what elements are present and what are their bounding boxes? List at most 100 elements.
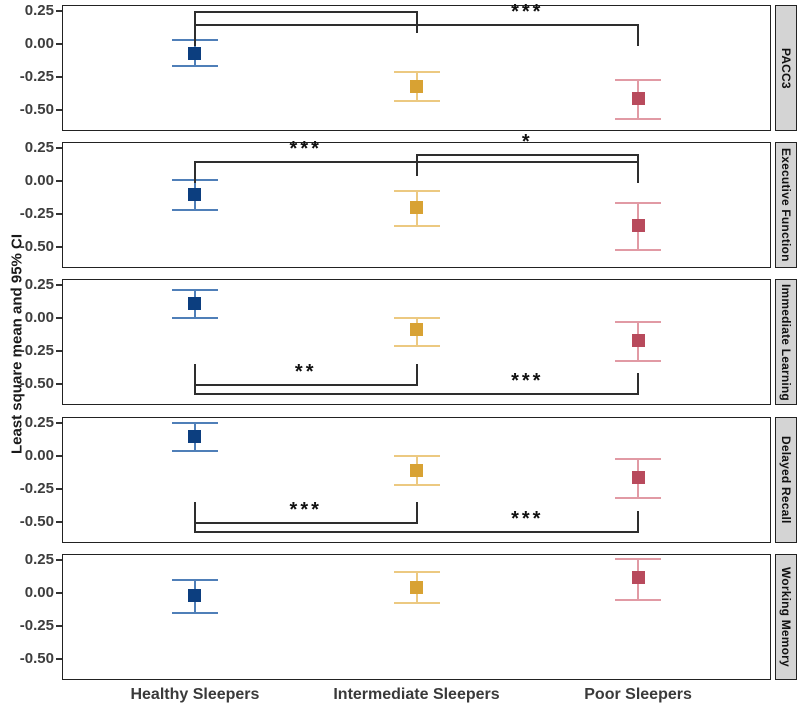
- y-tick-label: -0.25: [19, 67, 54, 85]
- sig-bracket-tick: [637, 24, 640, 47]
- y-tick-mark: [56, 624, 62, 627]
- y-tick-mark: [56, 657, 62, 660]
- y-tick-mark: [56, 454, 62, 457]
- y-tick-mark: [56, 146, 62, 149]
- y-tick-label: -0.50: [19, 512, 54, 530]
- sig-label: *: [521, 130, 533, 153]
- y-tick-label: -0.50: [19, 649, 54, 667]
- error-bar-cap-bottom: [393, 602, 440, 605]
- y-tick-mark: [56, 520, 62, 523]
- facet-strip: Immediate Learning: [775, 279, 797, 405]
- y-tick-label: 0.25: [24, 1, 54, 19]
- facet-strip-label: Working Memory: [779, 567, 793, 667]
- y-tick-label: 0.00: [24, 308, 54, 326]
- point-marker: [631, 470, 645, 484]
- y-tick-mark: [56, 108, 62, 111]
- y-tick-label: -0.50: [19, 237, 54, 255]
- facet-strip-label: PACC3: [779, 47, 793, 89]
- sig-label: ***: [290, 0, 322, 10]
- point-marker: [410, 463, 423, 477]
- y-tick-mark: [56, 75, 62, 78]
- y-tick-mark: [56, 591, 62, 594]
- facet-strip-label: Executive Function: [779, 148, 793, 262]
- sig-bracket-line: [194, 384, 417, 387]
- sig-label: ***: [511, 1, 544, 24]
- error-bar-cap-top: [615, 457, 662, 460]
- sig-bracket-line: [194, 24, 639, 27]
- sig-bracket-line: [416, 153, 639, 156]
- point-marker: [410, 581, 423, 595]
- error-bar-cap-bottom: [171, 65, 218, 68]
- y-tick-label: 0.25: [24, 550, 54, 568]
- sig-bracket-tick: [415, 364, 418, 387]
- y-tick-mark: [56, 42, 62, 45]
- y-tick-label: 0.00: [24, 34, 54, 52]
- x-axis-label: Poor Sleepers: [584, 686, 692, 703]
- sig-label: ***: [511, 508, 544, 531]
- sig-label: ***: [289, 138, 322, 161]
- y-tick-mark: [56, 283, 62, 286]
- error-bar-cap-bottom: [171, 449, 218, 452]
- y-tick-mark: [56, 316, 62, 319]
- sig-bracket-tick: [415, 502, 418, 525]
- error-bar-cap-top: [393, 70, 440, 73]
- facet-strip: Working Memory: [775, 554, 797, 680]
- error-bar-cap-top: [171, 578, 218, 581]
- y-tick-label: 0.00: [24, 171, 54, 189]
- sig-bracket-line: [194, 531, 639, 534]
- x-axis-label: Intermediate Sleepers: [333, 686, 500, 703]
- y-tick-mark: [56, 558, 62, 561]
- y-tick-mark: [56, 245, 62, 248]
- error-bar-cap-bottom: [615, 248, 662, 251]
- facet-strip-label: Delayed Recall: [779, 436, 793, 524]
- y-tick-mark: [56, 9, 62, 12]
- point-marker: [188, 429, 202, 443]
- point-marker: [631, 219, 645, 233]
- error-bar-cap-bottom: [615, 360, 662, 363]
- point-marker: [631, 570, 645, 584]
- y-tick-label: 0.25: [24, 275, 54, 293]
- point-marker: [188, 589, 202, 603]
- facet-strip: Executive Function: [775, 142, 797, 268]
- error-bar-cap-bottom: [393, 99, 440, 102]
- point-marker: [410, 79, 423, 93]
- y-tick-label: -0.25: [19, 204, 54, 222]
- error-bar-cap-top: [615, 202, 662, 205]
- y-tick-label: -0.25: [19, 616, 54, 634]
- point-marker: [188, 187, 202, 201]
- sig-bracket-line: [194, 393, 639, 396]
- error-bar-cap-top: [393, 570, 440, 573]
- point-marker: [410, 323, 423, 337]
- error-bar-cap-top: [171, 289, 218, 292]
- y-tick-label: 0.00: [24, 583, 54, 601]
- sig-bracket-line: [194, 522, 417, 525]
- point-marker: [631, 91, 645, 105]
- error-bar-cap-top: [615, 78, 662, 81]
- sig-bracket-line: [194, 11, 417, 14]
- error-bar-cap-top: [393, 190, 440, 193]
- y-tick-label: 0.25: [24, 413, 54, 431]
- error-bar-cap-bottom: [171, 208, 218, 211]
- point-marker: [410, 200, 423, 214]
- sig-bracket-tick: [637, 373, 640, 396]
- sig-label: ***: [289, 499, 322, 522]
- error-bar-cap-bottom: [171, 316, 218, 319]
- error-bar-cap-bottom: [615, 497, 662, 500]
- sig-bracket-tick: [415, 153, 418, 176]
- error-bar-cap-bottom: [615, 598, 662, 601]
- error-bar-cap-top: [393, 316, 440, 319]
- error-bar-cap-bottom: [393, 224, 440, 227]
- y-tick-label: -0.25: [19, 479, 54, 497]
- facet-strip: PACC3: [775, 5, 797, 131]
- y-tick-label: -0.25: [19, 341, 54, 359]
- y-tick-mark: [56, 212, 62, 215]
- sig-bracket-tick: [193, 11, 196, 34]
- y-tick-mark: [56, 179, 62, 182]
- y-tick-label: -0.50: [19, 374, 54, 392]
- sig-bracket-tick: [637, 161, 640, 184]
- y-tick-mark: [56, 382, 62, 385]
- y-tick-label: -0.50: [19, 100, 54, 118]
- error-bar-cap-bottom: [615, 118, 662, 121]
- error-bar-cap-bottom: [393, 483, 440, 486]
